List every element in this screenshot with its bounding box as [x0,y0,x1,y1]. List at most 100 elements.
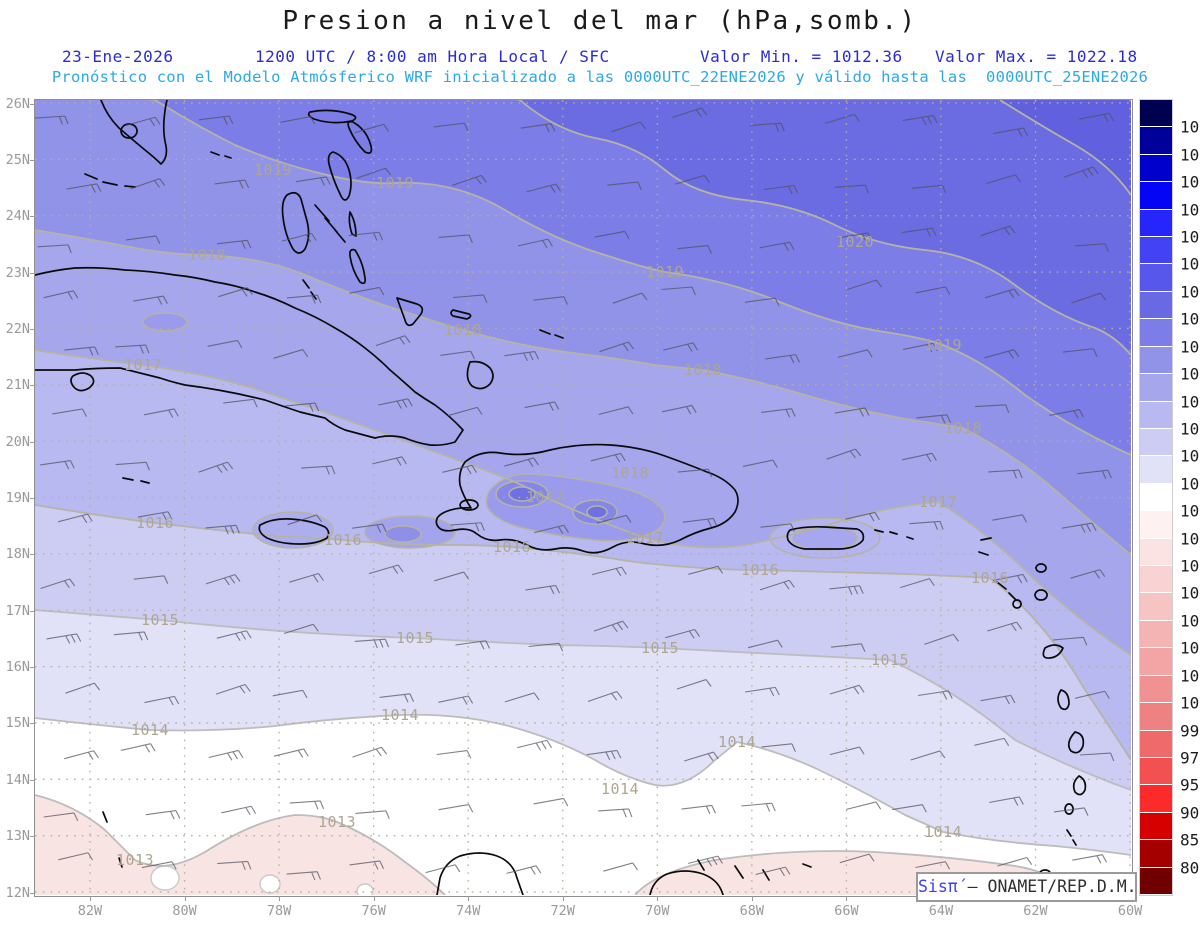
wind-barb [915,286,951,295]
isobar-lines [35,100,1131,856]
wind-barb [525,584,560,595]
wind-barb [688,855,723,867]
page-title: Presion a nivel del mar (hPa,somb.) [282,6,918,36]
colorbar-segment [1140,867,1172,894]
wind-barb [375,335,411,347]
colorbar-label: 970 [1180,748,1200,768]
wind-barb [43,290,79,300]
wind-barb [901,227,937,237]
colorbar-segment [1140,100,1172,127]
colorbar-segment [1140,566,1172,593]
colorbar-segment [1140,538,1172,566]
lat-label: 18N [5,546,30,563]
wind-barb [1079,112,1114,123]
lat-tick [30,892,35,894]
colorbar-segment [1140,703,1172,730]
wind-barb [839,853,875,864]
wind-barb [438,234,473,244]
lat-label: 16N [5,659,30,676]
wind-barb [273,349,309,359]
wind-barb [987,621,1023,632]
lon-label: 80W [172,903,197,919]
lat-label: 22N [5,320,30,337]
wind-barb [286,871,321,881]
wind-barb [440,350,475,360]
wind-barb [52,408,88,417]
wind-barb [918,690,953,700]
lon-label: 60W [1117,903,1143,919]
wind-barb [284,402,320,412]
wind-barb [590,452,626,463]
lat-tick [30,779,35,781]
lat-tick [30,498,35,500]
wind-barb [64,346,99,356]
colorbar-label: 1015 [1180,446,1200,466]
wind-barb [425,864,461,874]
wind-barb [46,633,82,644]
colorbar-segment [1140,757,1172,785]
wind-barb [1072,854,1107,864]
isobar-value-label: 1013 [317,813,357,831]
isobar-value-label: 1016 [323,531,363,549]
wind-barb [528,642,564,652]
isobar-value-label: 1018 [187,246,227,264]
wind-barb [198,461,234,473]
lon-tick [184,896,186,901]
wind-barb [223,398,258,408]
wind-barb [607,181,642,191]
wind-barb [433,122,469,132]
colorbar-label: 1030 [1180,200,1200,220]
isobar-value-label: 1017 [625,529,665,547]
coastlines [35,100,1087,895]
wind-barb [141,861,177,870]
forecast-line: Pronóstico con el Modelo Atmósferico WRF… [51,68,1149,86]
colorbar-segment [1140,812,1172,840]
wind-barb [1074,243,1109,252]
pressure-map [35,100,1131,895]
isobar-value-label: 1019 [253,161,293,179]
wind-barb [287,514,323,526]
wind-barb [916,414,951,424]
wind-barb [355,810,390,820]
colorbar-segment [1140,182,1172,209]
wind-barb [40,578,76,590]
lon-tick [846,896,848,901]
lon-tick [657,896,659,901]
wind-barb [1064,166,1099,178]
wind-barb [208,749,244,761]
wind-barb [436,750,472,759]
isobar-value-label: 1018 [610,464,650,482]
wind-barb [1052,636,1088,646]
wind-barb [216,630,252,642]
wind-barb [289,572,324,583]
wind-barb [125,116,161,127]
wind-barb [974,737,1010,747]
lat-label: 21N [5,377,30,394]
wind-barb [825,113,860,124]
wind-barb [1070,569,1106,579]
colorbar-label: 1014 [1180,474,1200,494]
wind-barb [826,448,862,460]
lat-label: 19N [5,490,30,507]
wind-barb [372,456,407,466]
colorbar-label: 1035 [1180,172,1200,192]
wind-barb [368,564,404,575]
wind-barb [280,116,316,125]
wind-barb [115,344,150,354]
lon-label: 82W [77,903,103,919]
colorbar-label: 1017 [1180,392,1200,412]
isobar-value-label: 1018 [943,419,983,437]
wind-barb [283,623,319,635]
colorbar-segment [1140,785,1172,812]
colorbar-segment [1140,840,1172,867]
logo-text: — ONAMET/REP.D.M. [957,877,1137,896]
lat-label: 20N [5,433,30,450]
isobar-value-label: 1014 [923,823,963,841]
wind-barb [1049,409,1084,419]
wind-barb [892,804,927,813]
colorbar-label: 990 [1180,721,1200,741]
wind-barb [598,808,633,818]
isobar-value-label: 1015 [870,651,910,669]
colorbar-segment [1140,127,1172,154]
wind-barb [986,174,1021,185]
